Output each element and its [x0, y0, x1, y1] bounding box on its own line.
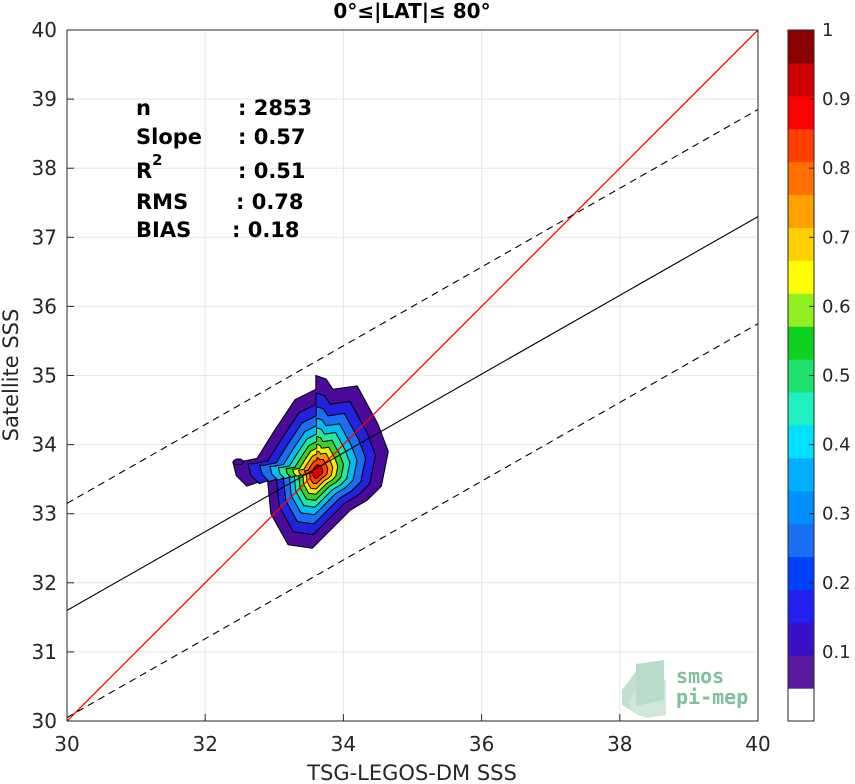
- colorbar-segment: [788, 260, 814, 294]
- y-tick-label: 30: [32, 709, 57, 733]
- stat-n-label: n: [136, 96, 151, 120]
- colorbar-segment: [788, 688, 814, 722]
- y-axis-ticks: 30 31 32 33 34 35 36 37 38 39 40: [32, 18, 74, 733]
- x-tick-label: 30: [54, 732, 79, 756]
- colorbar-tick-label: 0.1: [822, 642, 851, 663]
- colorbar-tick-label: 0.2: [822, 573, 851, 594]
- x-tick-label: 40: [745, 732, 770, 756]
- colorbar-segment: [788, 293, 814, 327]
- colorbar-segment: [788, 227, 814, 261]
- stat-rms-label: RMS: [136, 190, 188, 214]
- colorbar-segment: [788, 62, 814, 97]
- x-tick-label: 34: [331, 732, 356, 756]
- chart-title: 0°≤|LAT|≤ 80°: [333, 0, 490, 23]
- colorbar-segment: [788, 655, 814, 689]
- stat-r2-label: R: [136, 159, 152, 183]
- y-tick-label: 40: [32, 18, 57, 42]
- colorbar-segment: [788, 457, 814, 492]
- colorbar-segment: [788, 194, 814, 229]
- y-tick-label: 35: [32, 364, 57, 388]
- colorbar-ticks: 0.1 0.2 0.3 0.4 0.5 0.6 0.7 0.8 0.9 1: [809, 20, 851, 663]
- x-tick-label: 38: [607, 732, 632, 756]
- regression-fit-line: [67, 216, 758, 611]
- density-contours: [232, 375, 389, 549]
- colorbar-tick-label: 0.5: [822, 366, 851, 387]
- colorbar-segment: [788, 622, 814, 656]
- stat-rms-value: : 0.78: [236, 190, 304, 214]
- colorbar-segment: [788, 30, 814, 64]
- y-tick-label: 37: [32, 225, 57, 249]
- stat-slope-label: Slope: [136, 125, 202, 149]
- colorbar-segment: [788, 589, 814, 623]
- stat-r2-value: : 0.51: [238, 159, 306, 183]
- colorbar-tick-label: 0.3: [822, 504, 851, 525]
- colorbar-segment: [788, 161, 814, 196]
- lower-rms-line: [67, 323, 758, 719]
- colorbar-tick-label: 0.9: [822, 89, 851, 110]
- colorbar-tick-label: 0.6: [822, 296, 851, 317]
- smos-pi-mep-logo: smos pi-mep: [622, 660, 748, 718]
- colorbar-tick-label: 0.8: [822, 158, 851, 179]
- colorbar: [788, 30, 814, 722]
- colorbar-segment: [788, 128, 814, 163]
- stat-slope-value: : 0.57: [238, 125, 306, 149]
- x-tick-label: 32: [192, 732, 217, 756]
- upper-rms-line: [67, 108, 758, 504]
- y-tick-label: 32: [32, 571, 57, 595]
- colorbar-tick-label: 1: [822, 20, 833, 41]
- colorbar-segment: [788, 326, 814, 360]
- y-axis-label: Satellite SSS: [0, 309, 23, 442]
- colorbar-segment: [788, 556, 814, 590]
- colorbar-segment: [788, 523, 814, 558]
- colorbar-segment: [788, 424, 814, 459]
- y-tick-label: 34: [32, 433, 57, 457]
- regression-lines: [67, 30, 758, 721]
- stat-bias-value: : 0.18: [232, 218, 300, 242]
- stat-r2-superscript: 2: [152, 151, 162, 169]
- identity-line: [67, 30, 758, 721]
- logo-text-smos: smos: [676, 664, 724, 688]
- y-tick-label: 39: [32, 87, 57, 111]
- y-tick-label: 38: [32, 156, 57, 180]
- y-tick-label: 36: [32, 294, 57, 318]
- colorbar-tick-label: 0.7: [822, 227, 851, 248]
- density-outlier-blob: [232, 458, 244, 466]
- y-tick-label: 31: [32, 640, 57, 664]
- logo-text-pi-mep: pi-mep: [676, 685, 748, 709]
- x-axis-label: TSG-LEGOS-DM SSS: [306, 761, 517, 784]
- y-tick-label: 33: [32, 502, 57, 526]
- stat-n-value: : 2853: [238, 96, 312, 120]
- colorbar-segment: [788, 391, 814, 426]
- statistics-box: n : 2853 Slope : 0.57 R 2 : 0.51 RMS : 0…: [136, 96, 312, 242]
- colorbar-segment: [788, 490, 814, 525]
- stat-bias-label: BIAS: [136, 218, 191, 242]
- logo-layers-icon: [622, 660, 666, 718]
- x-tick-label: 36: [469, 732, 494, 756]
- colorbar-segment: [788, 95, 814, 130]
- x-axis-ticks: 30 32 34 36 38 40: [54, 714, 771, 756]
- colorbar-tick-label: 0.4: [822, 435, 851, 456]
